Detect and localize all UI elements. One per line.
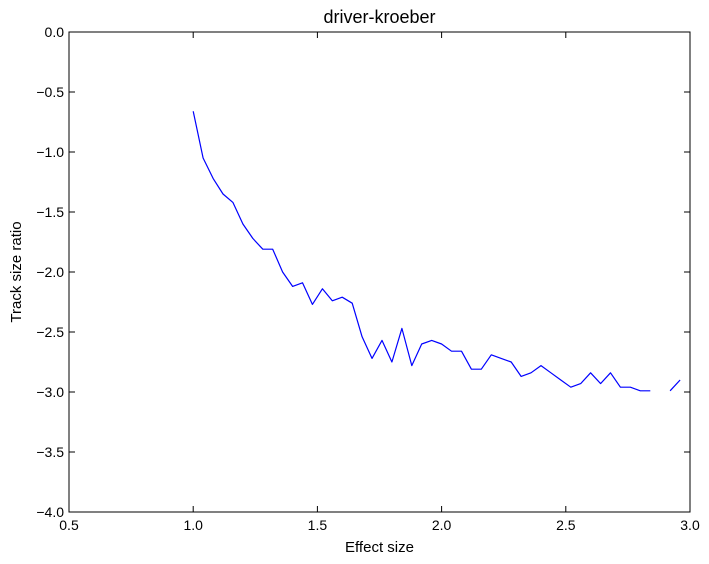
plot-frame: [68, 31, 691, 513]
series-line: [669, 379, 681, 392]
y-tick-label: −1.0: [36, 144, 64, 160]
x-tick-label: 2.0: [432, 517, 452, 533]
plot-area: [69, 32, 690, 512]
series-line: [192, 111, 651, 392]
y-tick-label: 0.0: [45, 24, 65, 40]
x-tick-label: 2.5: [556, 517, 576, 533]
y-tick-label: −0.5: [36, 84, 64, 100]
x-tick-label: 1.0: [183, 517, 203, 533]
y-tick-label: −3.5: [36, 444, 64, 460]
y-tick-label: −3.0: [36, 384, 64, 400]
y-axis-title: Track size ratio: [8, 221, 25, 322]
x-tick-label: 1.5: [308, 517, 328, 533]
y-tick-label: −1.5: [36, 204, 64, 220]
y-tick-label: −2.5: [36, 324, 64, 340]
y-tick-label: −4.0: [36, 504, 64, 520]
tick-labels: 0.5 1.0 1.5 2.0 2.5 3.0 0.0 −0.5 −1.0 −1.5 −2.0 −2.…: [36, 24, 700, 533]
chart-title: driver-kroeber: [323, 7, 435, 27]
series-group: [192, 111, 681, 392]
x-tick-label: 0.5: [59, 517, 79, 533]
x-axis-title: Effect size: [345, 539, 414, 556]
x-tick-label: 3.0: [680, 517, 700, 533]
y-tick-label: −2.0: [36, 264, 64, 280]
